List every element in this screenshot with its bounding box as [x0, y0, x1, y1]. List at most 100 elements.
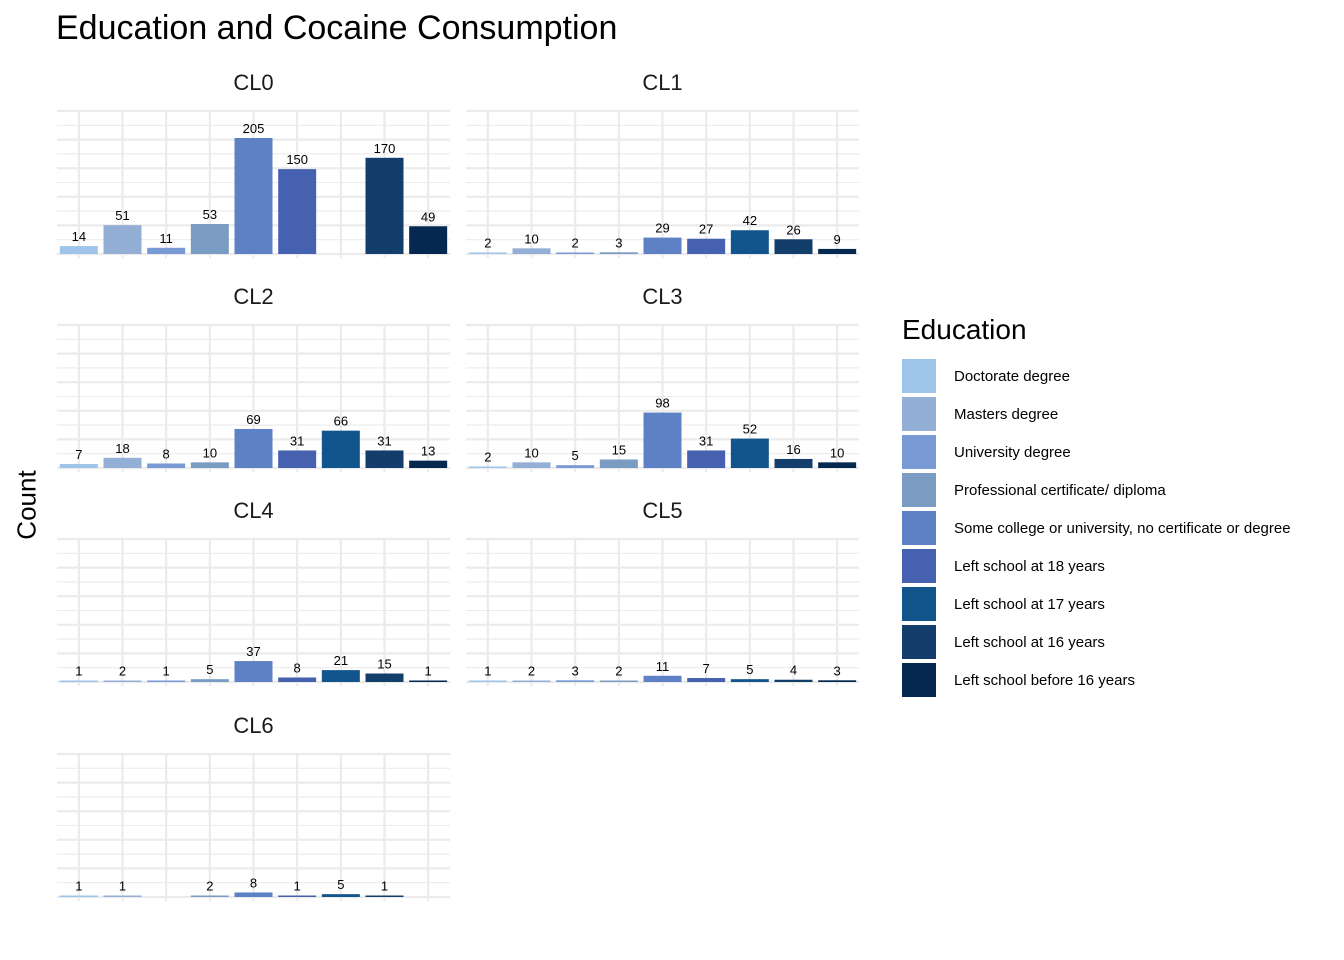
bar — [774, 239, 813, 254]
bar — [774, 679, 813, 682]
legend-item: Professional certificate/ diploma — [902, 471, 1291, 509]
bar — [190, 895, 229, 897]
bar — [190, 462, 229, 468]
bar — [190, 679, 229, 682]
bar-value-label: 1 — [381, 879, 388, 894]
bar — [365, 450, 404, 468]
bar-value-label: 7 — [75, 447, 82, 462]
legend-items: Doctorate degree Masters degree University… — [902, 357, 1291, 699]
bar — [147, 680, 186, 682]
bar-value-label: 51 — [115, 208, 129, 223]
facet-panel: CL5 1 2 3 2 11 7 5 4 3 — [466, 498, 859, 686]
bar — [103, 225, 142, 254]
bar-value-label: 26 — [786, 222, 800, 237]
facet-title: CL2 — [233, 284, 273, 309]
bar-value-label: 1 — [163, 664, 170, 679]
legend-label: Masters degree — [954, 405, 1059, 423]
bar-value-label: 2 — [206, 879, 213, 894]
bar — [687, 678, 726, 682]
bar-value-label: 31 — [377, 433, 391, 448]
bar — [409, 680, 448, 682]
bar-value-label: 31 — [699, 433, 713, 448]
legend-item: Left school at 16 years — [902, 623, 1291, 661]
bar-value-label: 4 — [790, 663, 797, 678]
bar — [556, 252, 595, 254]
bar — [730, 230, 769, 254]
legend-swatch — [902, 397, 936, 431]
bar-value-label: 15 — [377, 657, 391, 672]
bar-value-label: 13 — [421, 444, 435, 459]
bar-value-label: 170 — [374, 141, 396, 156]
bar-value-label: 2 — [484, 236, 491, 251]
bar — [643, 237, 682, 254]
legend-label: Doctorate degree — [954, 367, 1070, 385]
bar — [468, 466, 507, 468]
bar — [321, 670, 360, 682]
facet-title: CL3 — [642, 284, 682, 309]
bar — [468, 680, 507, 682]
bar-value-label: 1 — [119, 879, 126, 894]
bar — [147, 463, 186, 468]
legend-title: Education — [902, 314, 1027, 345]
legend-label: Professional certificate/ diploma — [954, 481, 1166, 499]
legend-label: Left school at 16 years — [954, 633, 1105, 651]
bar-value-label: 2 — [572, 236, 579, 251]
facet-panel: CL3 2 10 5 15 98 31 52 16 10 — [466, 284, 859, 472]
bar-value-label: 3 — [834, 663, 841, 678]
facet-panel: CL6 1 1 2 8 1 5 1 — [57, 713, 450, 901]
bar — [730, 438, 769, 468]
bar — [59, 246, 98, 254]
legend-label: Left school at 18 years — [954, 557, 1105, 575]
bar — [103, 457, 142, 468]
bar-value-label: 3 — [615, 235, 622, 250]
bar — [321, 894, 360, 897]
bar — [365, 895, 404, 897]
bar-value-label: 10 — [524, 445, 538, 460]
legend-swatch — [902, 359, 936, 393]
bar-value-label: 18 — [115, 441, 129, 456]
bar-value-label: 3 — [572, 663, 579, 678]
bar — [234, 661, 273, 682]
bar-value-label: 31 — [290, 433, 304, 448]
bar-value-label: 8 — [163, 446, 170, 461]
bar — [59, 895, 98, 897]
bar-value-label: 9 — [834, 232, 841, 247]
bar — [278, 450, 317, 468]
bar — [599, 252, 638, 254]
bar-value-label: 98 — [655, 396, 669, 411]
bar-value-label: 7 — [703, 661, 710, 676]
bar-value-label: 5 — [337, 877, 344, 892]
bar — [147, 247, 186, 254]
bar — [687, 238, 726, 254]
bar-value-label: 8 — [250, 875, 257, 890]
bar-value-label: 42 — [743, 213, 757, 228]
bar-value-label: 150 — [286, 152, 308, 167]
facet-panel: CL0 14 51 11 53 205 150 170 49 — [57, 70, 450, 258]
bar-value-label: 10 — [524, 231, 538, 246]
bar — [234, 428, 273, 468]
legend-swatch — [902, 625, 936, 659]
bar — [278, 169, 317, 254]
bar-value-label: 2 — [484, 450, 491, 465]
bar-value-label: 1 — [75, 879, 82, 894]
bar — [321, 430, 360, 468]
legend: Education Doctorate degree Masters degree… — [902, 312, 1291, 699]
bar-value-label: 37 — [246, 644, 260, 659]
facet-title: CL1 — [642, 70, 682, 95]
bar — [818, 248, 857, 254]
legend-swatch — [902, 435, 936, 469]
legend-item: Left school before 16 years — [902, 661, 1291, 699]
bar-value-label: 5 — [572, 448, 579, 463]
bar — [774, 458, 813, 468]
bar — [512, 248, 551, 254]
bar-value-label: 14 — [72, 229, 86, 244]
bar-value-label: 52 — [743, 422, 757, 437]
bar — [190, 224, 229, 254]
legend-swatch — [902, 587, 936, 621]
bar-value-label: 11 — [159, 231, 173, 246]
facet-panel: CL1 2 10 2 3 29 27 42 26 9 — [466, 70, 859, 258]
facet-title: CL0 — [233, 70, 273, 95]
facet-title: CL4 — [233, 498, 273, 523]
legend-item: Left school at 17 years — [902, 585, 1291, 623]
